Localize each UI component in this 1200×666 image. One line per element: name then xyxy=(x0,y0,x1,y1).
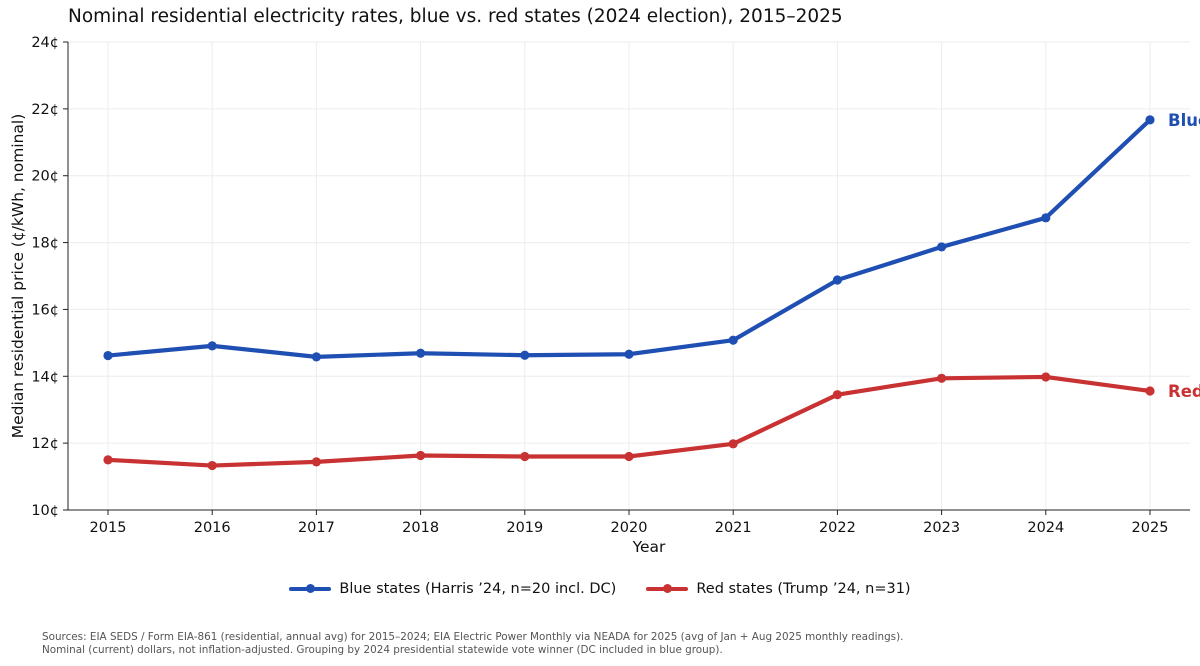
sources-line-1: Sources: EIA SEDS / Form EIA-861 (reside… xyxy=(42,631,904,643)
y-tick-label-7: 24¢ xyxy=(31,35,59,51)
x-tick-label-4: 2019 xyxy=(506,520,543,536)
x-axis-label: Year xyxy=(632,538,666,556)
legend-swatch-red xyxy=(646,584,689,593)
legend-item-red[interactable]: Red states (Trump ’24, n=31) xyxy=(646,581,911,597)
x-tick-label-5: 2020 xyxy=(611,520,648,536)
x-tick-label-2: 2017 xyxy=(298,520,335,536)
y-axis-label: Median residential price (¢/kWh, nominal… xyxy=(9,114,27,439)
x-tick-label-1: 2016 xyxy=(194,520,231,536)
data-point-blue-2025 xyxy=(1145,115,1155,125)
data-point-blue-2017 xyxy=(311,352,321,362)
data-point-red-2022 xyxy=(832,390,843,400)
sources-line-2: Nominal (current) dollars, not inflation… xyxy=(42,644,723,656)
data-point-red-2025 xyxy=(1145,386,1155,396)
data-point-blue-2021 xyxy=(728,335,738,345)
x-tick-label-8: 2023 xyxy=(923,520,960,536)
x-tick-label-10: 2025 xyxy=(1132,520,1169,536)
data-point-blue-2019 xyxy=(520,350,530,360)
legend-item-blue[interactable]: Blue states (Harris ’24, n=20 incl. DC) xyxy=(289,581,616,597)
legend-label-blue: Blue states (Harris ’24, n=20 incl. DC) xyxy=(339,581,617,597)
y-tick-label-4: 18¢ xyxy=(31,236,59,252)
legend-swatch-blue xyxy=(289,584,332,593)
y-tick-label-3: 16¢ xyxy=(31,302,59,318)
data-point-blue-2015 xyxy=(103,350,113,361)
data-point-blue-2016 xyxy=(207,341,217,351)
x-tick-label-7: 2022 xyxy=(819,520,856,536)
data-point-red-2017 xyxy=(311,457,321,467)
chart-title: Nominal residential electricity rates, b… xyxy=(68,6,843,27)
data-point-red-2019 xyxy=(520,451,530,462)
chart-legend: Blue states (Harris ’24, n=20 incl. DC) … xyxy=(0,581,1200,597)
legend-label-red: Red states (Trump ’24, n=31) xyxy=(696,581,911,597)
x-tick-label-0: 2015 xyxy=(90,520,127,536)
data-point-red-2024 xyxy=(1041,372,1051,382)
data-point-red-2021 xyxy=(728,439,738,449)
x-tick-label-9: 2024 xyxy=(1027,520,1064,536)
y-tick-label-1: 12¢ xyxy=(31,436,59,452)
data-point-blue-2020 xyxy=(624,349,634,359)
x-tick-label-6: 2021 xyxy=(715,520,752,536)
series-end-label-red: Red xyxy=(1168,382,1200,401)
data-point-blue-2024 xyxy=(1041,213,1051,223)
series-end-label-blue: Blue xyxy=(1168,111,1200,130)
data-point-red-2015 xyxy=(103,455,113,465)
sources-note: Sources: EIA SEDS / Form EIA-861 (reside… xyxy=(42,631,903,657)
data-point-red-2023 xyxy=(937,373,947,383)
y-tick-label-5: 20¢ xyxy=(31,169,59,185)
data-point-blue-2023 xyxy=(937,242,947,252)
y-tick-label-2: 14¢ xyxy=(31,369,59,385)
data-point-red-2020 xyxy=(624,451,634,462)
data-point-blue-2022 xyxy=(832,275,843,285)
data-point-blue-2018 xyxy=(416,348,426,358)
data-point-red-2016 xyxy=(207,460,217,471)
data-point-red-2018 xyxy=(416,450,426,461)
y-tick-label-6: 22¢ xyxy=(31,102,59,118)
x-tick-label-3: 2018 xyxy=(402,520,439,536)
y-tick-label-0: 10¢ xyxy=(31,503,59,519)
